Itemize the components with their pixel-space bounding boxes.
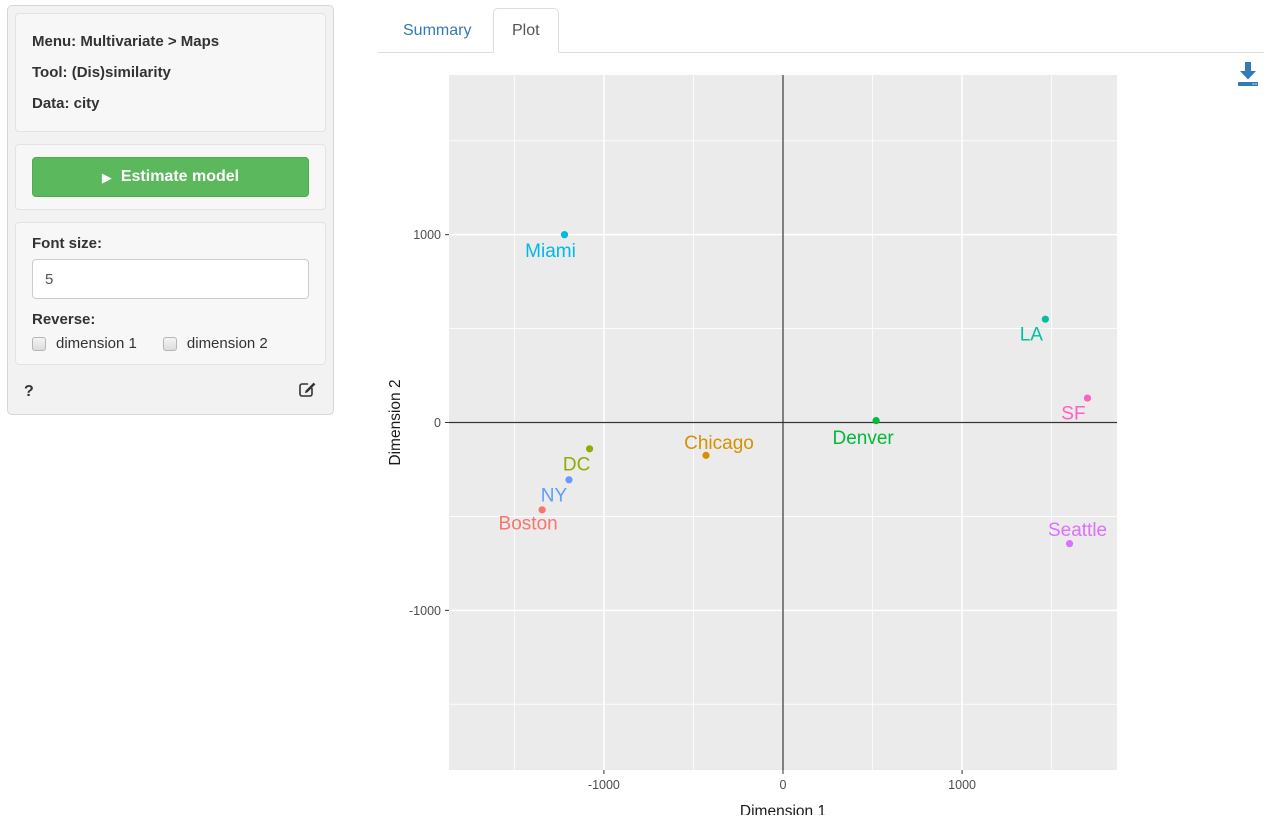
data-label-boston: Boston [499,513,558,534]
checkbox-dimension-1[interactable]: dimension 1 [32,335,137,352]
data-point-denver [872,417,880,425]
reverse-checkbox-group: dimension 1 dimension 2 [32,335,309,352]
font-size-label: Font size: [32,235,102,252]
data-point-chicago [702,451,710,459]
dataset-name: Data: city [32,95,100,112]
data-point-ny [565,476,573,484]
data-label-chicago: Chicago [684,433,754,454]
data-point-boston [538,506,546,514]
data-point-la [1041,315,1049,323]
data-label-sf: SF [1061,404,1085,425]
estimate-model-button[interactable]: ▶ Estimate model [32,157,309,197]
checkbox-label: dimension 2 [186,335,268,352]
sidebar: Menu: Multivariate > Maps Tool: (Dis)sim… [7,5,334,415]
font-size-input[interactable] [32,259,309,299]
sidebar-footer: ? [15,377,326,410]
result-tabs: Summary Plot [378,0,1264,53]
y-tick-label: -1000 [409,604,441,618]
x-tick-label: 1000 [948,778,976,792]
tool-name: Tool: (Dis)similarity [32,64,171,81]
checkbox-dimension-2[interactable]: dimension 2 [162,335,268,352]
y-tick-label: 0 [434,416,441,430]
checkbox-icon[interactable] [32,336,46,351]
estimate-panel: ▶ Estimate model [15,144,326,210]
data-label-denver: Denver [833,428,895,449]
data-label-ny: NY [541,485,568,506]
download-plot-button[interactable] [1236,61,1260,87]
reverse-label: Reverse: [32,311,96,328]
estimate-model-label: Estimate model [120,168,240,185]
play-icon: ▶ [101,169,112,185]
data-label-seattle: Seattle [1048,520,1107,541]
mds-plot: -1000 0 1000 -1000 0 1000 Dimension 1 Dimension… [378,60,1148,820]
data-point-dc [585,445,594,453]
x-axis-title: Dimension 1 [740,803,826,815]
help-icon[interactable]: ? [24,382,34,400]
x-tick-label: 0 [780,778,787,792]
model-info-panel: Menu: Multivariate > Maps Tool: (Dis)sim… [15,13,326,132]
data-point-miami [560,231,569,239]
y-tick-label: 1000 [413,228,441,242]
plot-options-panel: Font size: Reverse: dimension 1 dimensio… [15,222,326,365]
checkbox-icon[interactable] [162,336,177,351]
menu-path: Menu: Multivariate > Maps [32,33,220,50]
data-point-seattle [1065,540,1074,548]
edit-report-icon[interactable] [297,379,317,404]
data-label-dc: DC [563,454,590,475]
y-axis-title: Dimension 2 [387,379,404,465]
checkbox-label: dimension 1 [56,335,137,352]
mds-plot-image: -1000 0 1000 -1000 0 1000 Dimension 1 Dimension… [387,75,1117,820]
data-label-la: LA [1020,325,1044,346]
tab-summary[interactable]: Summary [403,21,472,39]
tab-plot[interactable]: Plot [493,8,559,53]
data-point-sf [1083,394,1092,402]
data-label-miami: Miami [525,241,576,262]
x-tick-label: -1000 [588,778,620,792]
